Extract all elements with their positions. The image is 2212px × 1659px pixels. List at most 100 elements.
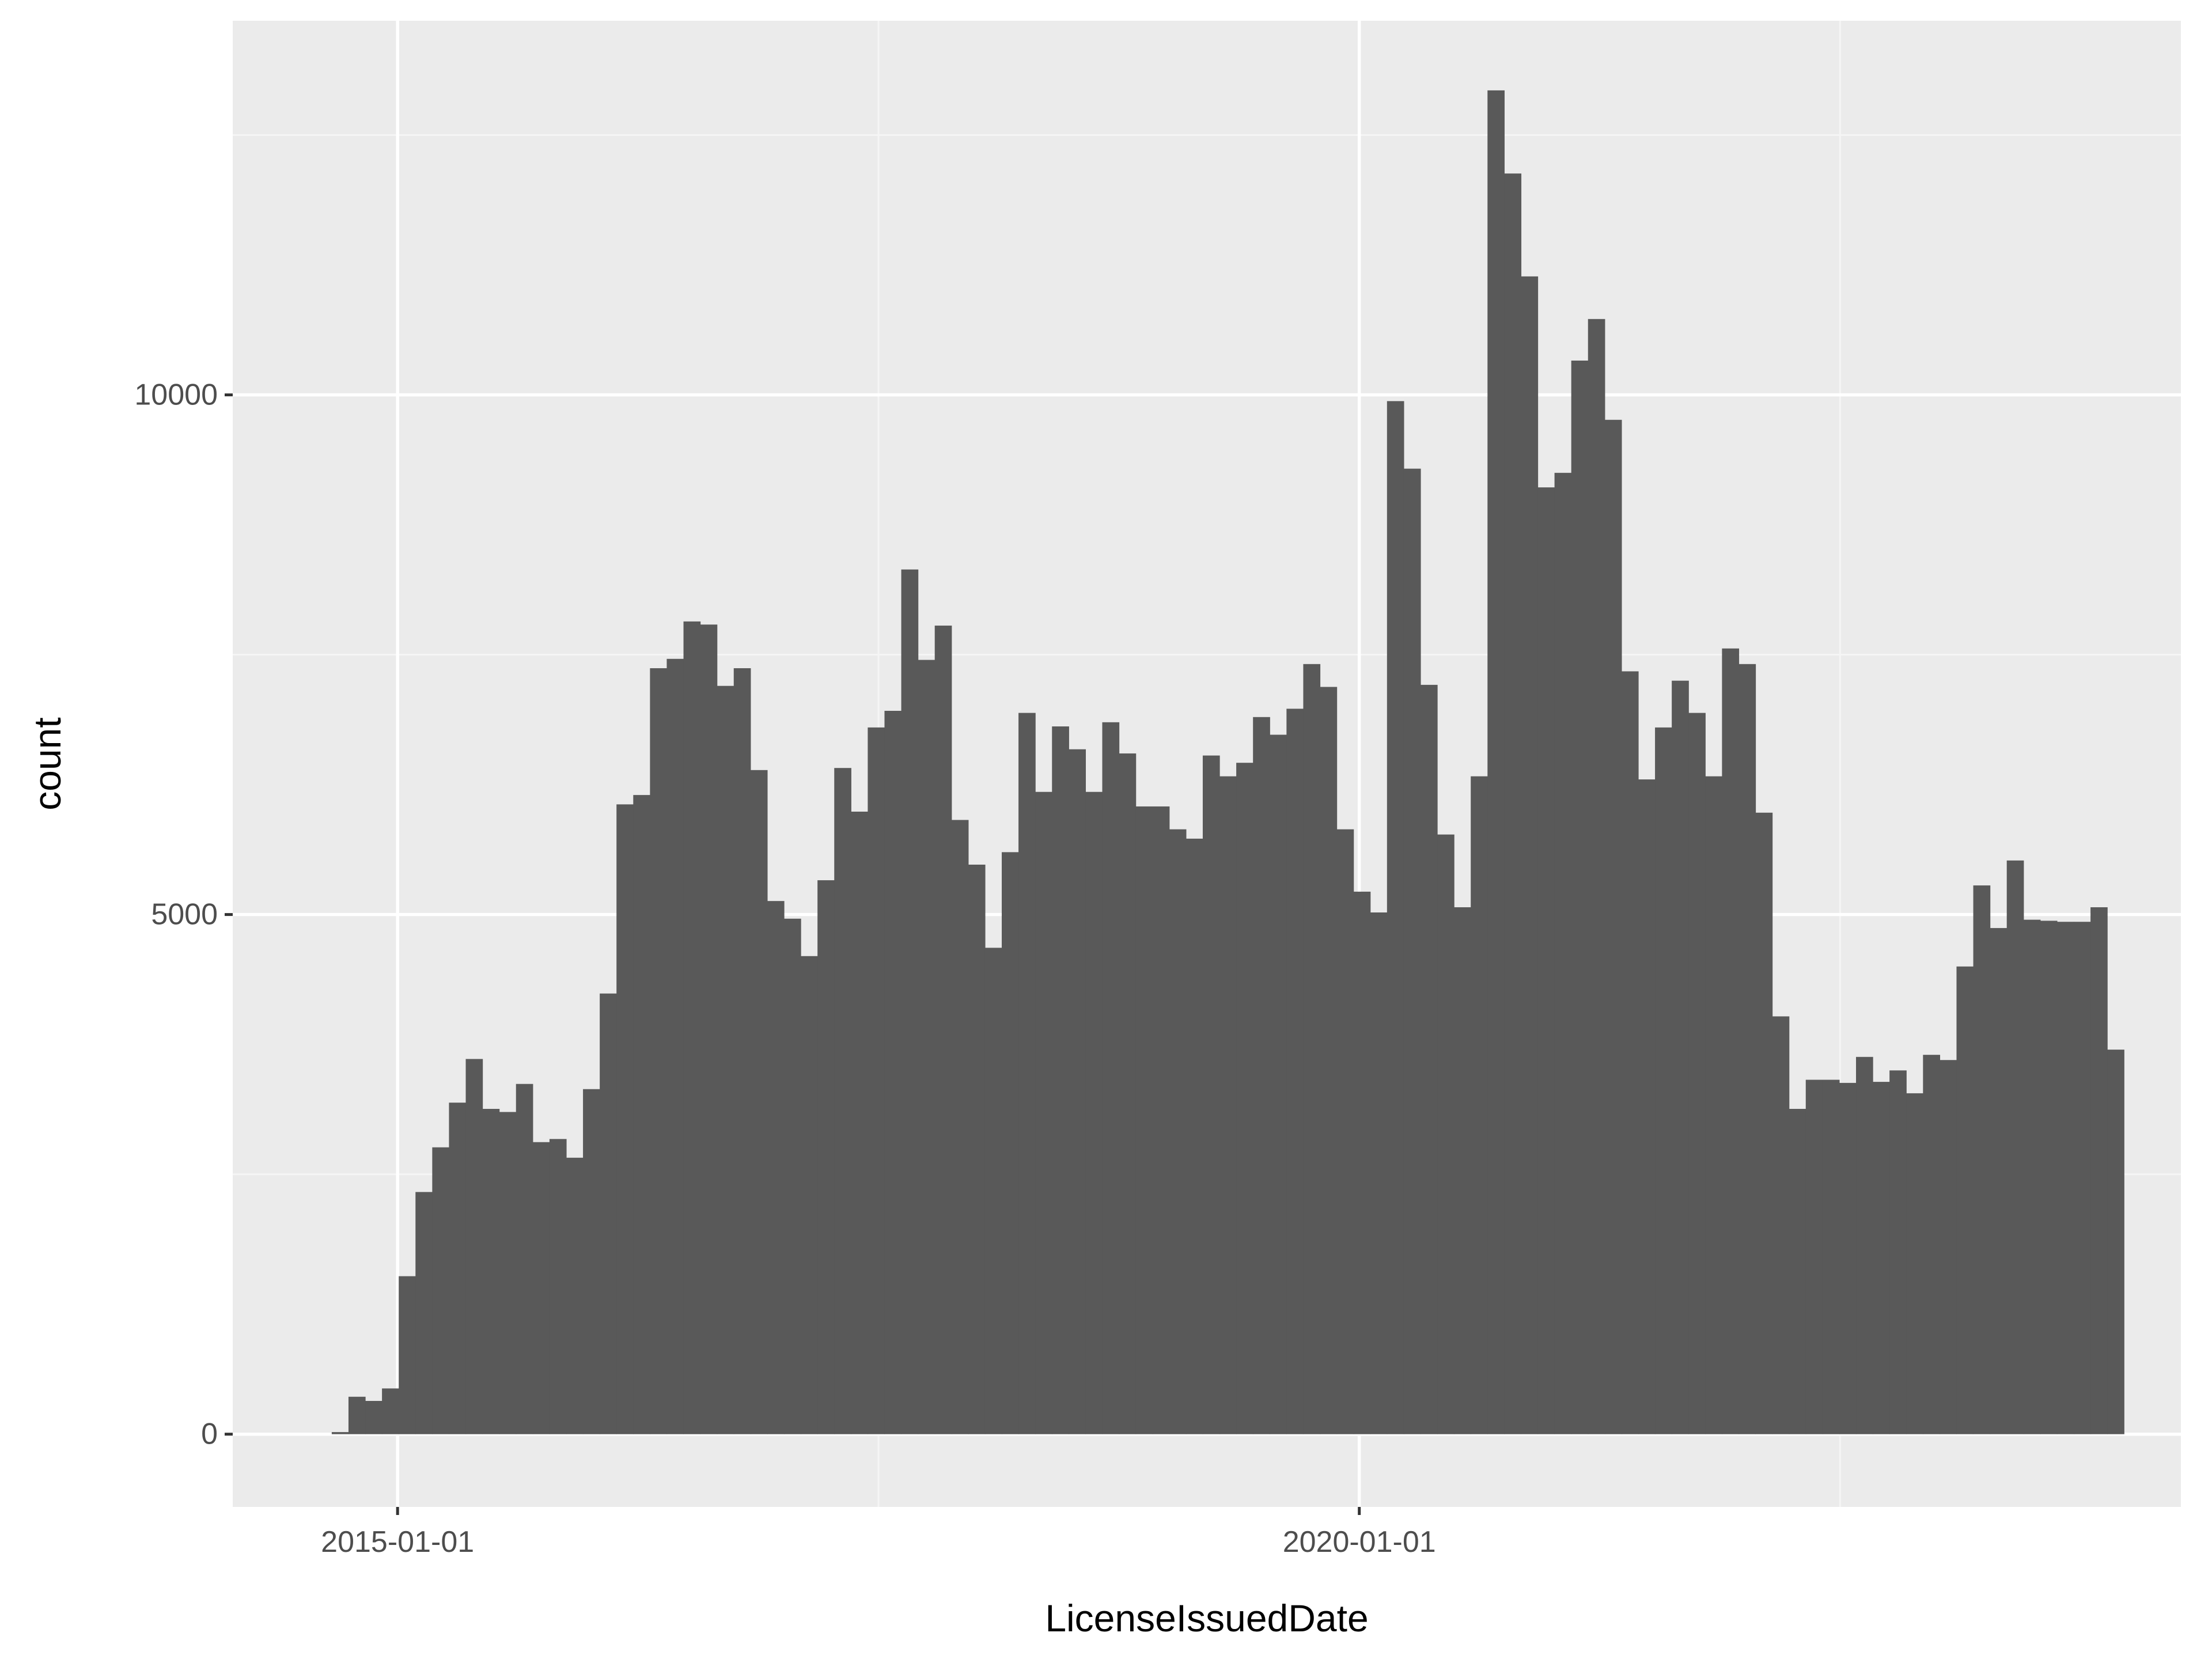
histogram-bar [1320,687,1338,1434]
histogram-bar [1487,90,1505,1434]
histogram-bar [1202,755,1220,1434]
histogram-bar [733,668,751,1434]
x-axis: 2015-01-01 2020-01-01 [321,1507,1436,1559]
histogram-bar [1286,709,1304,1434]
histogram-bar [465,1059,483,1434]
histogram-bar [1923,1055,1940,1434]
histogram-bar [1789,1108,1806,1434]
histogram-bar [583,1089,600,1434]
histogram-bar [516,1084,533,1434]
histogram-bar [801,956,818,1434]
histogram-bar [1270,734,1287,1434]
histogram-bar [1705,776,1722,1434]
y-axis: 0 5000 10000 [134,378,233,1451]
histogram-bars [331,90,2124,1434]
histogram-bar [1856,1056,1873,1434]
histogram-bar [1537,487,1555,1434]
histogram-bar [549,1139,567,1434]
histogram-bar [1253,717,1270,1434]
histogram-bar [616,804,634,1434]
histogram-bar [2107,1050,2124,1434]
histogram-bar [817,880,835,1434]
histogram-bar [1069,749,1086,1434]
histogram-bar [1437,834,1455,1434]
histogram-bar [1035,791,1052,1434]
histogram-bar [1571,360,1589,1434]
histogram-bar [1185,838,1203,1434]
histogram-bar [1621,671,1639,1434]
histogram-bar [1336,829,1354,1434]
histogram-bar [1002,852,1019,1434]
histogram-bar [918,660,935,1434]
histogram-bar [1052,726,1069,1434]
histogram-bar [1471,776,1488,1434]
histogram-bar [2056,922,2074,1434]
histogram-bar [1102,722,1120,1434]
histogram-bar [1303,664,1321,1434]
histogram-bar [666,658,684,1434]
histogram-bar [1085,791,1103,1434]
histogram-bar [868,727,885,1434]
histogram-bar [884,710,902,1434]
histogram-bar [1655,727,1672,1434]
histogram-bar [1839,1082,1857,1434]
histogram-bar [717,685,734,1434]
histogram-bar [1722,648,1740,1434]
histogram-bar [432,1147,450,1434]
histogram-bar [1688,713,1706,1434]
histogram-bar [331,1432,349,1434]
histogram-bar [1403,468,1421,1434]
histogram-bar [1873,1082,1890,1434]
histogram-bar [1638,779,1656,1434]
histogram-bar [1805,1080,1823,1434]
histogram-bar [1738,664,1756,1434]
histogram-bar [499,1112,517,1434]
y-tick-label: 0 [201,1418,218,1451]
histogram-bar [449,1103,467,1434]
histogram-bar [1906,1093,1923,1434]
histogram-bar [1504,173,1522,1434]
histogram-bar [901,569,919,1434]
histogram-bar [566,1157,584,1434]
histogram-bar [1521,276,1539,1434]
histogram-bar [348,1396,366,1434]
histogram-bar [834,768,851,1434]
histogram-bar [1018,713,1036,1434]
histogram-bar [482,1108,500,1434]
histogram-bar [1420,684,1438,1434]
histogram-bar [2074,922,2091,1434]
histogram-bar [783,918,801,1434]
histogram-bar [650,668,668,1434]
histogram-bar [365,1400,382,1434]
y-tick-label: 10000 [134,378,218,412]
histogram-bar [1454,907,1471,1434]
histogram-bar [2023,919,2041,1434]
histogram-bar [532,1142,550,1434]
histogram-bar [1152,806,1170,1434]
histogram-bar [415,1192,433,1434]
histogram-bar [382,1388,399,1434]
histogram-bar [2006,860,2024,1434]
histogram-bar [2090,907,2108,1434]
histogram-bar [1119,753,1137,1434]
histogram-bar [1554,472,1572,1434]
histogram-bar [1889,1070,1907,1434]
histogram-bar [1387,401,1404,1434]
histogram-bar [1236,763,1253,1434]
histogram-bar [1973,885,1991,1434]
histogram-bar [968,865,986,1434]
histogram-bar [1772,1016,1790,1434]
histogram-bar [851,811,868,1434]
histogram-bar [1169,829,1187,1434]
histogram-bar [984,948,1002,1434]
histogram-bar [1755,812,1773,1434]
histogram-bar [2040,921,2058,1434]
histogram-bar [1822,1080,1840,1434]
histogram-bar [1370,912,1388,1434]
histogram-bar [1604,419,1622,1434]
histogram-bar [750,770,768,1434]
histogram-bar [1956,966,1974,1434]
histogram-bar [633,795,650,1434]
y-tick-label: 5000 [151,898,218,931]
